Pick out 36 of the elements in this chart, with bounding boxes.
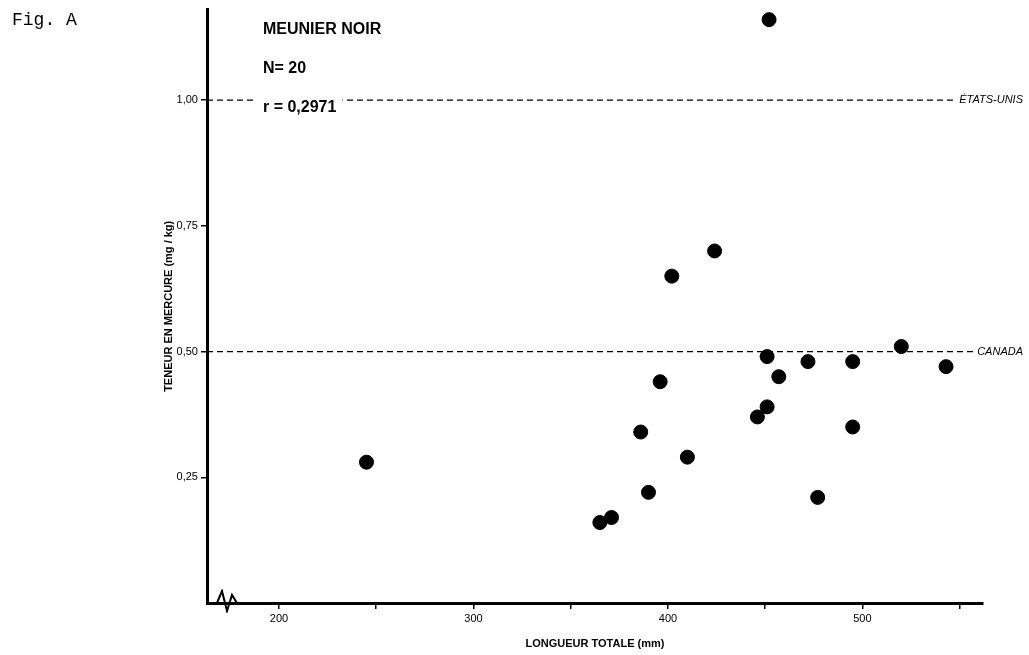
point bbox=[604, 510, 620, 526]
point bbox=[652, 374, 668, 390]
point bbox=[759, 399, 775, 415]
point bbox=[358, 454, 374, 470]
y-axis-title: TENEUR EN MERCURE (mg / kg) bbox=[161, 220, 174, 392]
point bbox=[759, 349, 775, 365]
ref-line-label: ÉTATS-UNIS bbox=[959, 93, 1024, 106]
x-tick-label: 300 bbox=[464, 611, 483, 624]
x-tick-label: 200 bbox=[269, 611, 289, 624]
text: Fig. A bbox=[12, 9, 78, 30]
point bbox=[707, 243, 723, 259]
y-tick-label: 1,00 bbox=[176, 93, 198, 106]
point bbox=[761, 12, 777, 28]
y-tick-label: 0,75 bbox=[176, 218, 198, 231]
point bbox=[749, 409, 765, 425]
point bbox=[664, 268, 680, 284]
point bbox=[771, 369, 787, 385]
point bbox=[592, 515, 608, 531]
point bbox=[679, 449, 695, 465]
point bbox=[800, 354, 816, 370]
x-tick-label: 500 bbox=[853, 611, 872, 624]
point bbox=[640, 484, 656, 500]
y-tick-label: 0,50 bbox=[176, 344, 198, 357]
point bbox=[633, 424, 649, 440]
ref-line-label: CANADA bbox=[977, 344, 1023, 357]
point bbox=[810, 489, 826, 505]
annotation: N= 20 bbox=[263, 59, 307, 77]
x-axis-title: LONGUEUR TOTALE (mm) bbox=[525, 637, 665, 650]
x-tick-label: 400 bbox=[658, 611, 678, 624]
annotation: MEUNIER NOIR bbox=[263, 20, 382, 38]
point bbox=[893, 339, 909, 355]
point bbox=[845, 419, 861, 435]
point bbox=[845, 354, 861, 370]
point bbox=[938, 359, 954, 375]
y-tick-label: 0,25 bbox=[176, 470, 198, 483]
annotation: r = 0,2971 bbox=[263, 98, 337, 116]
